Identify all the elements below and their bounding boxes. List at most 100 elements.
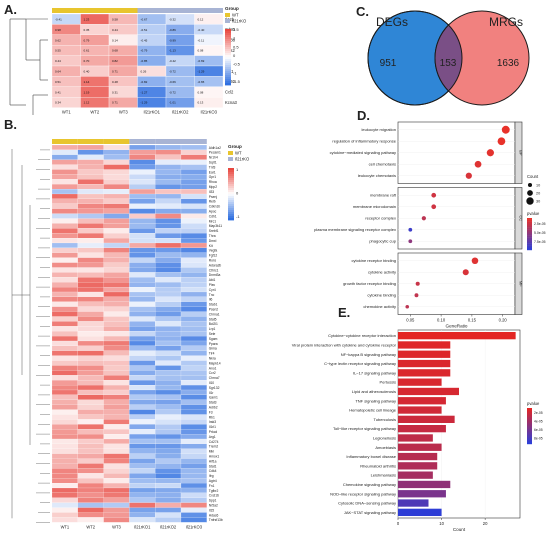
heatmap-cell: [51, 512, 78, 518]
go-term-label: regulation of inflammatory response: [332, 139, 396, 144]
color-legend-label: 7.5e-05: [534, 240, 546, 244]
go-dot: [462, 269, 469, 276]
heatmap-cell: [129, 399, 156, 405]
heatmap-cell: [77, 453, 104, 459]
heatmap-cell: [103, 512, 130, 518]
heatmap-cell: [180, 306, 207, 312]
heatmap-cell: [77, 311, 104, 317]
heatmap-cell: [51, 492, 78, 498]
sample-label: Il21rKO2: [160, 524, 177, 529]
heatmap-cell: [155, 399, 182, 405]
heatmap-cell: [129, 193, 156, 199]
cell-value: 0.12: [198, 18, 204, 22]
heatmap-cell: [129, 375, 156, 381]
gene-label: Nr5a2: [209, 504, 218, 508]
heatmap-cell: [155, 463, 182, 469]
heatmap-cell: [103, 159, 130, 165]
heatmap-cell: [77, 355, 104, 361]
go-term-label: membrane microdomain: [353, 204, 396, 209]
heatmap-cell: [180, 257, 207, 263]
heatmap-cell: [77, 473, 104, 479]
color-legend-step: [527, 436, 532, 439]
heatmap-cell: [180, 355, 207, 361]
heatmap-cell: [77, 380, 104, 386]
scale-tick-label: -1.5: [233, 79, 241, 84]
scale-gradient-step: [225, 53, 231, 56]
scale-tick-label: 0: [233, 53, 236, 58]
group-bar-cell: [137, 8, 166, 13]
heatmap-cell: [180, 282, 207, 288]
kegg-bar: [398, 443, 442, 451]
color-legend-step: [527, 229, 532, 231]
heatmap-cell: [155, 184, 182, 190]
color-legend-step: [527, 408, 532, 410]
heatmap-cell: [155, 360, 182, 366]
venn-label-right: MRGs: [489, 15, 523, 29]
heatmap-cell: [103, 282, 130, 288]
gene-label: Icam1: [209, 396, 218, 400]
heatmap-cell: [180, 296, 207, 302]
heatmap-cell: [77, 502, 104, 508]
heatmap-cell: [51, 144, 78, 150]
cell-value: 0.14: [112, 38, 118, 42]
heatmap-cell: [180, 331, 207, 337]
scale-gradient-step: [225, 63, 231, 66]
heatmap-cell: [77, 213, 104, 219]
gene-label: Gima: [209, 347, 217, 351]
heatmap-cell: [51, 389, 78, 395]
group-bar-cell: [109, 8, 138, 13]
cell-value: 0.68: [112, 49, 118, 53]
gene-label: Hdac6: [209, 513, 219, 517]
kegg-bar: [398, 462, 438, 470]
heatmap-cell: [129, 365, 156, 371]
scale-gradient-step: [225, 75, 231, 78]
go-dot: [497, 137, 506, 146]
heatmap-cell: [129, 184, 156, 190]
scale-gradient-step: [225, 61, 231, 64]
gene-label: Il6: [209, 298, 213, 302]
heatmap-cell: [77, 169, 104, 175]
heatmap-cell: [155, 247, 182, 253]
heatmap-cell: [129, 179, 156, 185]
heatmap-cell: [103, 164, 130, 170]
heatmap-cell: [180, 203, 207, 209]
heatmap-cell: [103, 184, 130, 190]
color-legend-label: 4e-05: [534, 420, 543, 424]
heatmap-cell: [180, 154, 207, 160]
heatmap-cell: [129, 502, 156, 508]
go-dot: [421, 216, 426, 221]
heatmap-cell: [180, 262, 207, 268]
go-dot: [408, 239, 413, 244]
heatmap-cell: [77, 164, 104, 170]
cell-value: 1.12: [84, 101, 90, 105]
heatmap-cell: [180, 252, 207, 258]
heatmap-cell: [77, 350, 104, 356]
cell-value: -0.32: [169, 18, 176, 22]
heatmap-cell: [180, 365, 207, 371]
cell-value: 0.70: [84, 59, 90, 63]
heatmap-cell: [103, 223, 130, 229]
scale-gradient-step: [228, 202, 234, 205]
scale-gradient-step: [225, 47, 231, 50]
scale-gradient-step: [225, 73, 231, 76]
cell-value: -0.65: [198, 80, 205, 84]
color-legend-label: 6e-05: [534, 428, 543, 432]
gene-label: Kcna3: [225, 100, 238, 105]
scale-gradient-step: [228, 210, 234, 213]
heatmap-cell: [129, 360, 156, 366]
legend-label: WT: [232, 13, 239, 18]
gene-label: Irak3: [209, 420, 216, 424]
scale-gradient-step: [225, 77, 231, 80]
x-tick-label: 20: [483, 521, 488, 526]
group-bar-cell: [181, 139, 207, 144]
heatmap-cell: [103, 301, 130, 307]
heatmap-cell: [77, 272, 104, 278]
gene-label: Tnf3: [209, 165, 216, 169]
kegg-bar: [398, 387, 459, 396]
heatmap-cell: [51, 458, 78, 464]
heatmap-cell: [155, 242, 182, 248]
cell-value: 0.41: [55, 90, 61, 94]
scale-gradient-step: [228, 180, 234, 183]
heatmap-cell: [180, 213, 207, 219]
heatmap-cell: [180, 238, 207, 244]
